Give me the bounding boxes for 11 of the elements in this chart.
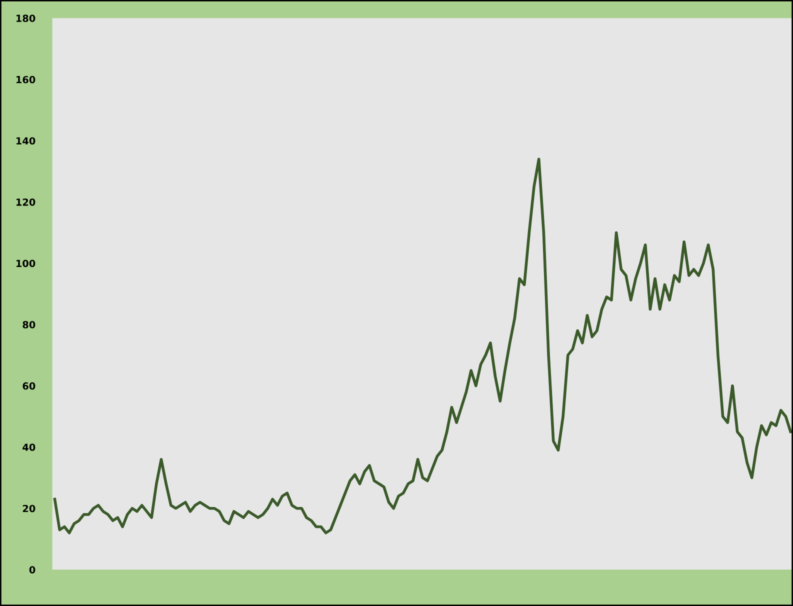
y-tick-label: 160 (16, 76, 36, 84)
y-tick-label: 60 (22, 382, 36, 390)
y-tick-label: 140 (16, 137, 36, 145)
line-series (53, 158, 792, 534)
y-tick-label: 40 (22, 444, 36, 451)
y-tick-label: 80 (22, 321, 36, 328)
y-tick-label: 180 (16, 14, 36, 22)
y-tick-label: 20 (22, 504, 36, 512)
y-tick-label: 100 (16, 260, 36, 268)
y-tick-label: 0 (29, 566, 36, 574)
y-tick-label: 120 (16, 198, 36, 206)
